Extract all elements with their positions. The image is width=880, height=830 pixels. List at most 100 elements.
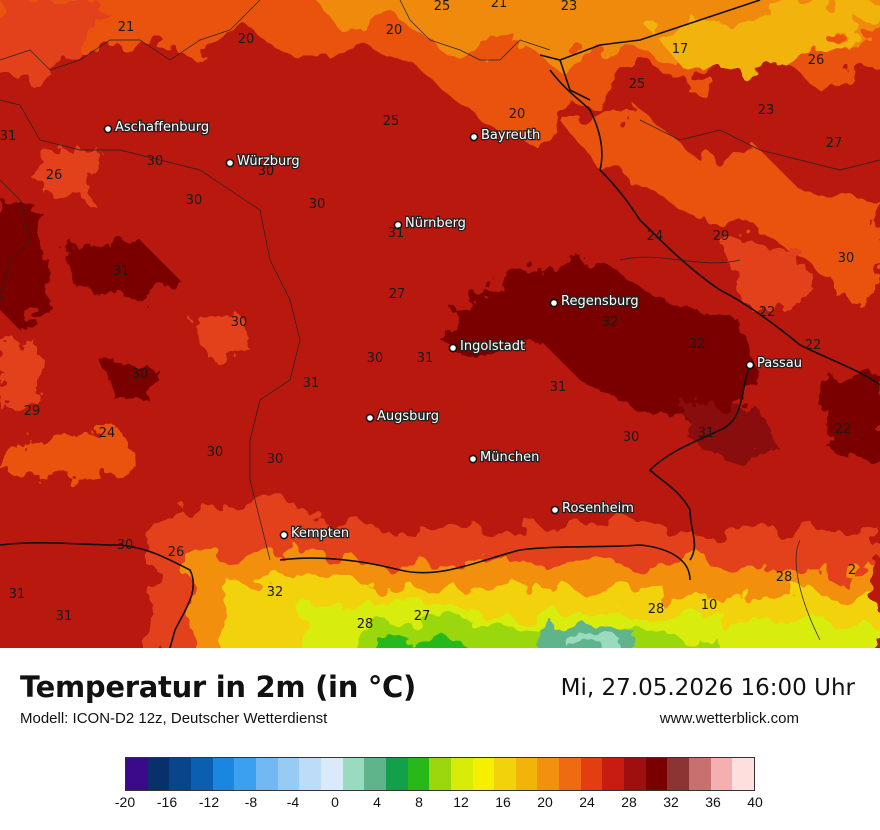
city-label: Würzburg [237,154,300,169]
temperature-value: 30 [838,251,855,266]
legend-swatch [494,758,516,790]
legend-swatch [667,758,690,790]
legend-swatch [710,758,733,790]
temperature-value: 30 [147,154,164,169]
temperature-value: 20 [238,32,255,47]
city-label: Aschaffenburg [115,120,209,135]
legend-swatch [624,758,646,790]
model-info: Modell: ICON-D2 12z, Deutscher Wetterdie… [20,710,328,727]
temperature-value: 10 [701,598,718,613]
temperature-value: 17 [672,42,689,57]
legend-swatch [212,758,235,790]
temperature-value: 32 [689,337,706,352]
temperature-value: 30 [132,367,149,382]
city-markers: Aschaffenburg Würzburg Bayreuth Nürnberg Reg… [103,119,803,542]
temperature-value: 32 [602,315,619,330]
legend-swatch [580,758,603,790]
city-dot [448,343,458,353]
hot-core-zones [0,200,880,460]
legend-ticks: -20 -16 -12 -8 -4 0 4 8 12 16 20 24 28 32 36 40 [115,794,763,814]
borders [0,0,880,648]
legend-tick-label: -8 [244,794,258,810]
temperature-value: 31 [9,587,26,602]
city-label: Augsburg [377,409,439,424]
legend-tick-label: 32 [663,794,679,810]
website-link[interactable]: www.wetterblick.com [659,710,799,727]
temperature-value: 22 [759,305,776,320]
legend-tick-label: 28 [621,794,637,810]
temperature-value: 30 [267,452,284,467]
legend-swatch [407,758,430,790]
map-title: Temperatur in 2m (in °C) [20,670,416,704]
temperature-value: 31 [417,351,434,366]
legend-swatch [689,758,711,790]
temperature-map: Aschaffenburg Würzburg Bayreuth Nürnberg Reg… [0,0,880,648]
legend-tick-label: -4 [286,794,300,810]
legend-swatch [169,758,191,790]
temperature-value: 30 [231,315,248,330]
temperature-value: 20 [386,23,403,38]
temperature-value: 24 [647,229,664,244]
temperature-value: 29 [24,404,41,419]
legend-swatch [126,758,148,790]
legend-swatch [234,758,256,790]
city-label: Bayreuth [481,128,540,143]
legend-swatch [472,758,495,790]
temperature-value: 31 [303,376,320,391]
city-label: Regensburg [561,294,639,309]
state-boundaries [0,0,880,641]
legend-swatch [320,758,343,790]
city-label: Kempten [291,526,349,541]
legend-swatch [537,758,560,790]
legend-swatch [342,758,365,790]
temperature-value: 25 [383,114,400,129]
legend-swatch [255,758,278,790]
temperature-value: 21 [118,20,135,35]
temperature-value: 21 [491,0,508,11]
temperature-value: 26 [168,545,185,560]
city-dot [550,505,560,515]
temperature-value: 28 [776,570,793,585]
temperature-value: 2 [848,563,856,578]
city-label: Ingolstadt [460,339,525,354]
legend-swatch [602,758,625,790]
legend-swatch [559,758,581,790]
city-label: Nürnberg [405,216,466,231]
legend-tick-label: 36 [705,794,721,810]
city-label: Rosenheim [562,501,634,516]
legend-tick-label: -16 [156,794,178,810]
legend-tick-label: 8 [415,794,423,810]
temperature-value: 31 [56,609,73,624]
temperature-value: 30 [186,193,203,208]
city-label: Passau [757,356,802,371]
temperature-value: 30 [367,351,384,366]
legend-tick-label: 40 [747,794,763,810]
cooler-north-zone [0,0,880,280]
legend-swatch [450,758,473,790]
temperature-value: 30 [309,197,326,212]
temperature-value: 31 [0,129,16,144]
legend-swatch [515,758,538,790]
temperature-value: 31 [113,264,130,279]
legend-tick-label: 12 [453,794,469,810]
temperature-value: 31 [388,226,405,241]
temperature-value: 30 [258,164,275,179]
temperature-value: 27 [414,609,431,624]
temperature-value: 31 [698,426,715,441]
temperature-value: 25 [434,0,451,14]
city-dot [469,132,479,142]
map-footer: Temperatur in 2m (in °C) Modell: ICON-D2… [0,648,880,830]
temperature-value: 26 [46,168,63,183]
temperature-value: 27 [826,136,843,151]
city-dot [103,124,113,134]
city-dot [745,360,755,370]
city-dot [225,158,235,168]
temperature-value: 23 [758,103,775,118]
city-dot [365,413,375,423]
legend-swatch [299,758,321,790]
temperature-value: 26 [808,53,825,68]
temperature-value: 22 [805,338,822,353]
legend-tick-label: 24 [579,794,595,810]
temperature-value: 32 [267,585,284,600]
legend-tick-label: 20 [537,794,553,810]
